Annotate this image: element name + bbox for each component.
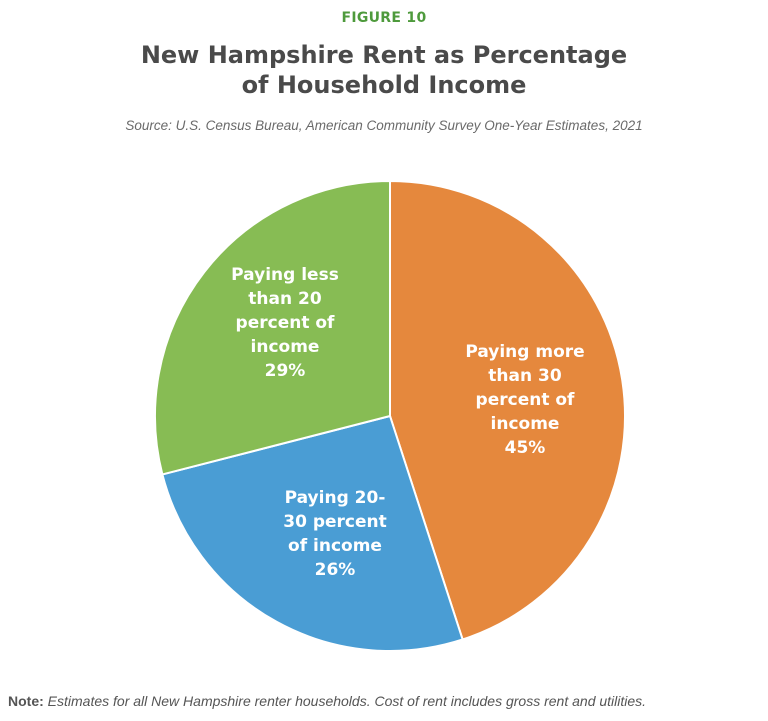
- chart-title: New Hampshire Rent as Percentage of Hous…: [0, 40, 768, 100]
- note-text: Estimates for all New Hampshire renter h…: [43, 693, 647, 709]
- pie-slices: [154, 179, 626, 652]
- note-label: Note:: [8, 693, 44, 709]
- figure-label: FIGURE 10: [341, 10, 427, 26]
- slice-label-more-than-30: Paying more than 30 percent of income 45…: [465, 342, 585, 458]
- slice-less-than-20: [154, 179, 391, 476]
- chart-note: Note: Estimates for all New Hampshire re…: [8, 693, 768, 709]
- slice-more-than-30: [389, 179, 626, 641]
- slice-label-less-than-20: Paying less than 20 percent of income 29…: [231, 265, 339, 381]
- chart-title-line-1: New Hampshire Rent as Percentage: [140, 41, 628, 69]
- chart-source: Source: U.S. Census Bureau, American Com…: [125, 118, 643, 133]
- slice-label-20-to-30: Paying 20- 30 percent of income 26%: [283, 488, 387, 580]
- chart-title-line-2: of Household Income: [241, 71, 527, 99]
- slice-20-to-30: [161, 414, 464, 652]
